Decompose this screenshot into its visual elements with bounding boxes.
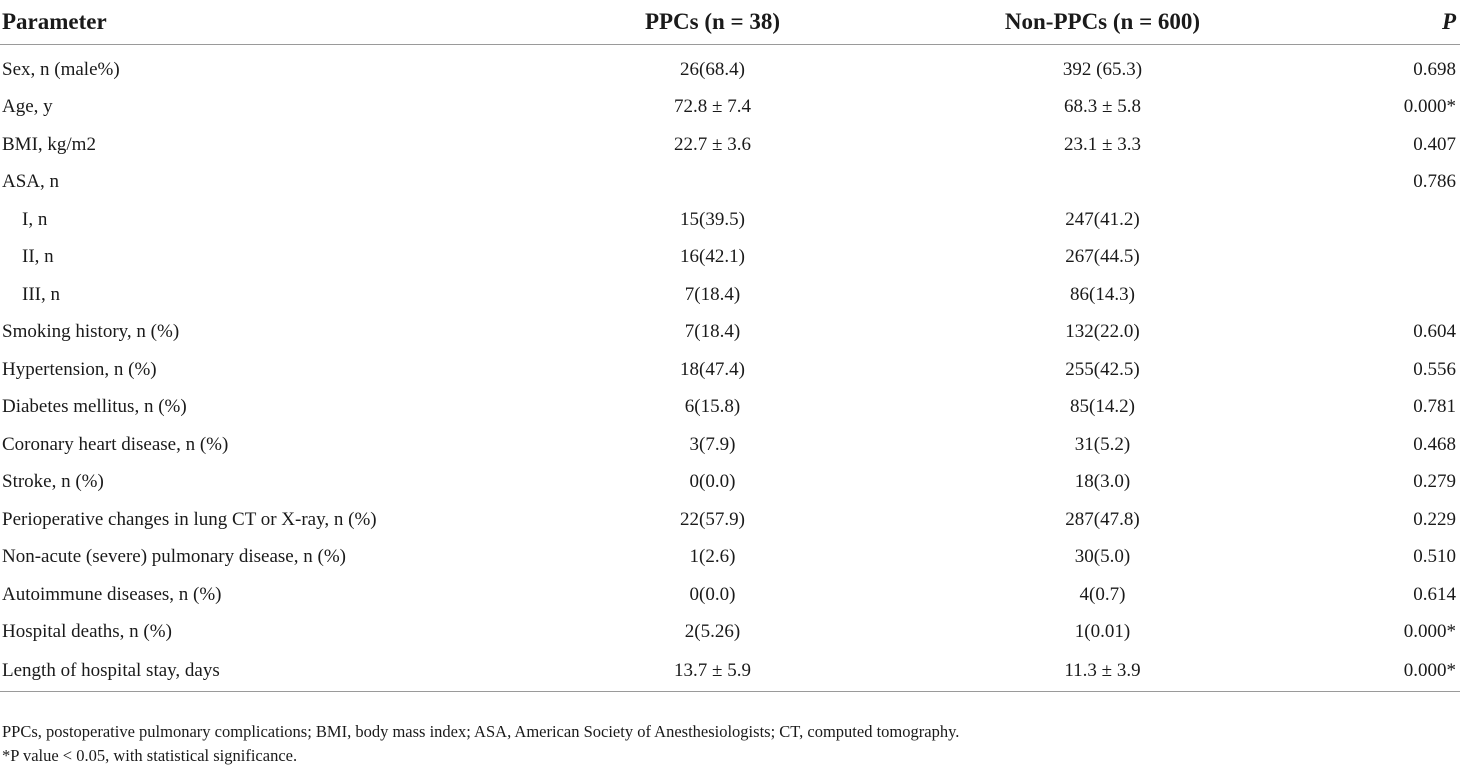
cell-p-value: 0.556 xyxy=(1413,358,1456,380)
table-row: Perioperative changes in lung CT or X-ra… xyxy=(0,501,1460,539)
header-non-ppcs: Non-PPCs (n = 600) xyxy=(905,0,1300,45)
cell-ppcs: 18(47.4) xyxy=(680,358,745,380)
characteristics-table: Parameter PPCs (n = 38) Non-PPCs (n = 60… xyxy=(0,0,1460,692)
header-row: Parameter PPCs (n = 38) Non-PPCs (n = 60… xyxy=(0,0,1460,45)
table-body: Sex, n (male%) 26(68.4) 392 (65.3) 0.698 Age… xyxy=(0,45,1460,692)
cell-parameter: Non-acute (severe) pulmonary disease, n … xyxy=(2,546,346,568)
cell-p-value: 0.781 xyxy=(1413,396,1456,418)
cell-p-value: 0.468 xyxy=(1413,433,1456,455)
cell-non-ppcs: 68.3 ± 5.8 xyxy=(1064,96,1141,118)
table-row: BMI, kg/m2 22.7 ± 3.6 23.1 ± 3.3 0.407 xyxy=(0,126,1460,164)
cell-parameter: Stroke, n (%) xyxy=(2,471,104,493)
cell-parameter: Sex, n (male%) xyxy=(2,58,120,80)
cell-ppcs: 0(0.0) xyxy=(689,471,736,493)
cell-parameter: Hospital deaths, n (%) xyxy=(2,621,172,643)
table-row: Diabetes mellitus, n (%) 6(15.8) 85(14.2) 0… xyxy=(0,389,1460,427)
cell-non-ppcs: 132(22.0) xyxy=(1065,321,1140,343)
cell-non-ppcs xyxy=(905,164,1300,202)
cell-p-value: 0.604 xyxy=(1413,321,1456,343)
cell-non-ppcs: 1(0.01) xyxy=(1074,621,1131,643)
table-row: I, n 15(39.5) 247(41.2) xyxy=(0,201,1460,239)
cell-p-value: 0.000* xyxy=(1403,621,1456,643)
cell-p-value: 0.229 xyxy=(1413,508,1456,530)
cell-p-value xyxy=(1300,201,1460,239)
table-row: ASA, n 0.786 xyxy=(0,164,1460,202)
cell-parameter: Coronary heart disease, n (%) xyxy=(2,433,229,455)
cell-ppcs: 26(68.4) xyxy=(680,58,745,80)
cell-ppcs: 3(7.9) xyxy=(689,433,736,455)
cell-ppcs: 1(2.6) xyxy=(689,546,736,568)
table-row: Smoking history, n (%) 7(18.4) 132(22.0) 0.… xyxy=(0,314,1460,352)
cell-parameter: I, n xyxy=(22,208,48,230)
table-row: Autoimmune diseases, n (%) 0(0.0) 4(0.7) 0.… xyxy=(0,576,1460,614)
cell-parameter: Autoimmune diseases, n (%) xyxy=(2,583,222,605)
header-parameter: Parameter xyxy=(0,0,520,45)
cell-parameter: ASA, n xyxy=(2,171,60,193)
table-footnotes: PPCs, postoperative pulmonary complicati… xyxy=(2,720,959,768)
cell-parameter: Perioperative changes in lung CT or X-ra… xyxy=(2,508,377,530)
cell-non-ppcs: 267(44.5) xyxy=(1065,246,1140,268)
cell-ppcs: 0(0.0) xyxy=(689,583,736,605)
cell-ppcs: 22(57.9) xyxy=(680,508,745,530)
cell-non-ppcs: 86(14.3) xyxy=(1070,283,1135,305)
table-row: Length of hospital stay, days 13.7 ± 5.9 1… xyxy=(0,651,1460,692)
cell-non-ppcs: 247(41.2) xyxy=(1065,208,1140,230)
cell-ppcs: 7(18.4) xyxy=(684,283,741,305)
cell-non-ppcs: 18(3.0) xyxy=(1074,471,1131,493)
cell-p-value xyxy=(1300,239,1460,277)
header-ppcs: PPCs (n = 38) xyxy=(520,0,905,45)
cell-non-ppcs: 255(42.5) xyxy=(1065,358,1140,380)
cell-ppcs: 7(18.4) xyxy=(684,321,741,343)
cell-ppcs: 16(42.1) xyxy=(680,246,745,268)
cell-p-value: 0.000* xyxy=(1403,96,1456,118)
cell-p-value: 0.614 xyxy=(1413,583,1456,605)
cell-ppcs: 6(15.8) xyxy=(684,396,741,418)
table-row: Non-acute (severe) pulmonary disease, n … xyxy=(0,539,1460,577)
cell-parameter: Length of hospital stay, days xyxy=(0,651,520,692)
cell-non-ppcs: 287(47.8) xyxy=(1065,508,1140,530)
cell-ppcs: 15(39.5) xyxy=(680,208,745,230)
header-p-value: P xyxy=(1300,0,1460,45)
cell-p-value xyxy=(1300,276,1460,314)
cell-p-value: 0.510 xyxy=(1413,546,1456,568)
cell-p-value: 0.786 xyxy=(1413,171,1456,193)
cell-ppcs: 2(5.26) xyxy=(684,621,741,643)
cell-parameter: Age, y xyxy=(2,96,53,118)
cell-parameter: Diabetes mellitus, n (%) xyxy=(2,396,187,418)
cell-parameter: Smoking history, n (%) xyxy=(2,321,180,343)
cell-parameter: BMI, kg/m2 xyxy=(2,133,96,155)
table-row: II, n 16(42.1) 267(44.5) xyxy=(0,239,1460,277)
cell-p-value: 0.279 xyxy=(1413,471,1456,493)
table-row: Age, y 72.8 ± 7.4 68.3 ± 5.8 0.000* xyxy=(0,89,1460,127)
cell-non-ppcs: 23.1 ± 3.3 xyxy=(1064,133,1141,155)
table-row: Coronary heart disease, n (%) 3(7.9) 31(5.… xyxy=(0,426,1460,464)
cell-parameter: II, n xyxy=(22,246,54,268)
significance-footnote: *P value < 0.05, with statistical signif… xyxy=(2,746,298,765)
cell-non-ppcs: 85(14.2) xyxy=(1070,396,1135,418)
cell-non-ppcs: 392 (65.3) xyxy=(1062,58,1143,80)
table-row: Stroke, n (%) 0(0.0) 18(3.0) 0.279 xyxy=(0,464,1460,502)
cell-non-ppcs: 31(5.2) xyxy=(1074,433,1131,455)
cell-parameter: III, n xyxy=(22,283,60,305)
cell-p-value: 0.698 xyxy=(1413,58,1456,80)
cell-non-ppcs: 4(0.7) xyxy=(1079,583,1126,605)
abbreviations-footnote: PPCs, postoperative pulmonary complicati… xyxy=(2,722,960,741)
data-table-container: Parameter PPCs (n = 38) Non-PPCs (n = 60… xyxy=(0,0,1460,692)
cell-ppcs: 13.7 ± 5.9 xyxy=(520,651,905,692)
cell-parameter: Hypertension, n (%) xyxy=(2,358,157,380)
table-row: Hospital deaths, n (%) 2(5.26) 1(0.01) 0.00… xyxy=(0,614,1460,652)
table-row: Sex, n (male%) 26(68.4) 392 (65.3) 0.698 xyxy=(0,45,1460,89)
cell-ppcs: 22.7 ± 3.6 xyxy=(674,133,751,155)
cell-ppcs: 72.8 ± 7.4 xyxy=(674,96,751,118)
cell-non-ppcs: 30(5.0) xyxy=(1074,546,1131,568)
cell-ppcs xyxy=(520,164,905,202)
cell-p-value: 0.407 xyxy=(1413,133,1456,155)
table-row: III, n 7(18.4) 86(14.3) xyxy=(0,276,1460,314)
cell-non-ppcs: 11.3 ± 3.9 xyxy=(905,651,1300,692)
table-row: Hypertension, n (%) 18(47.4) 255(42.5) 0.55… xyxy=(0,351,1460,389)
cell-p-value: 0.000* xyxy=(1300,651,1460,692)
